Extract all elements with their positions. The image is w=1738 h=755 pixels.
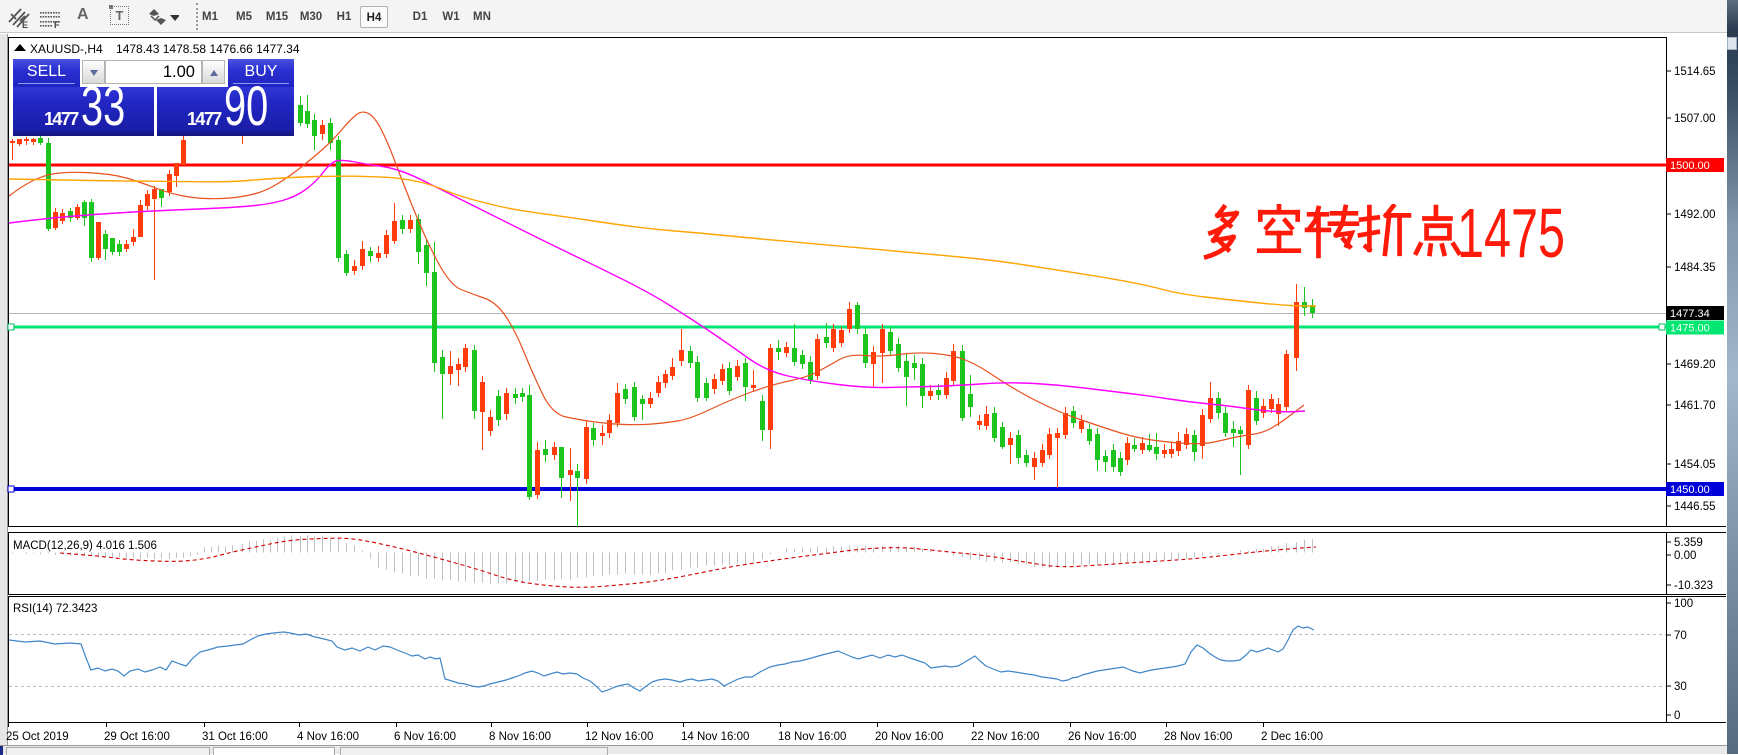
svg-text:1475.00: 1475.00	[1670, 323, 1710, 335]
svg-text:18 Nov 16:00: 18 Nov 16:00	[778, 731, 846, 743]
svg-text:1507.00: 1507.00	[1674, 113, 1716, 125]
svg-text:0.00: 0.00	[1674, 550, 1696, 562]
svg-text:E: E	[22, 20, 28, 29]
svg-text:100: 100	[1674, 598, 1693, 610]
svg-text:1454.05: 1454.05	[1674, 459, 1716, 471]
svg-text:31 Oct 16:00: 31 Oct 16:00	[202, 731, 268, 743]
svg-text:0: 0	[1674, 710, 1680, 722]
svg-text:RSI(14) 72.3423: RSI(14) 72.3423	[13, 603, 97, 615]
svg-text:1461.70: 1461.70	[1674, 400, 1716, 412]
svg-text:6 Nov 16:00: 6 Nov 16:00	[394, 731, 456, 743]
svg-text:1477.34: 1477.34	[1670, 308, 1710, 320]
svg-text:12 Nov 16:00: 12 Nov 16:00	[585, 731, 653, 743]
svg-text:14 Nov 16:00: 14 Nov 16:00	[681, 731, 749, 743]
svg-text:25 Oct 2019: 25 Oct 2019	[6, 731, 69, 743]
svg-text:1500.00: 1500.00	[1670, 160, 1710, 172]
svg-text:1514.65: 1514.65	[1674, 66, 1716, 78]
svg-text:2 Dec 16:00: 2 Dec 16:00	[1261, 731, 1323, 743]
svg-text:MACD(12,26,9) 4.016 1.506: MACD(12,26,9) 4.016 1.506	[13, 540, 157, 552]
svg-text:F: F	[54, 20, 60, 29]
svg-text:1475: 1475	[1457, 204, 1565, 262]
svg-text:1450.00: 1450.00	[1670, 484, 1710, 496]
svg-text:4 Nov 16:00: 4 Nov 16:00	[297, 731, 359, 743]
svg-text:1469.20: 1469.20	[1674, 359, 1716, 371]
svg-text:30: 30	[1674, 681, 1687, 693]
svg-text:70: 70	[1674, 630, 1687, 642]
svg-text:22 Nov 16:00: 22 Nov 16:00	[971, 731, 1039, 743]
svg-text:1446.55: 1446.55	[1674, 501, 1716, 513]
svg-text:1484.35: 1484.35	[1674, 262, 1716, 274]
svg-text:XAUUSD-,H4 1478.43 1478.58: XAUUSD-,H4 1478.43 1478.58 1476.66 1477.…	[30, 42, 300, 56]
svg-text:26 Nov 16:00: 26 Nov 16:00	[1068, 731, 1136, 743]
svg-text:-10.323: -10.323	[1674, 580, 1713, 592]
svg-text:8 Nov 16:00: 8 Nov 16:00	[489, 731, 551, 743]
svg-text:29 Oct 16:00: 29 Oct 16:00	[104, 731, 170, 743]
svg-text:28 Nov 16:00: 28 Nov 16:00	[1164, 731, 1232, 743]
svg-text:1492.00: 1492.00	[1674, 209, 1716, 221]
svg-text:5.359: 5.359	[1674, 537, 1703, 549]
svg-text:20 Nov 16:00: 20 Nov 16:00	[875, 731, 943, 743]
